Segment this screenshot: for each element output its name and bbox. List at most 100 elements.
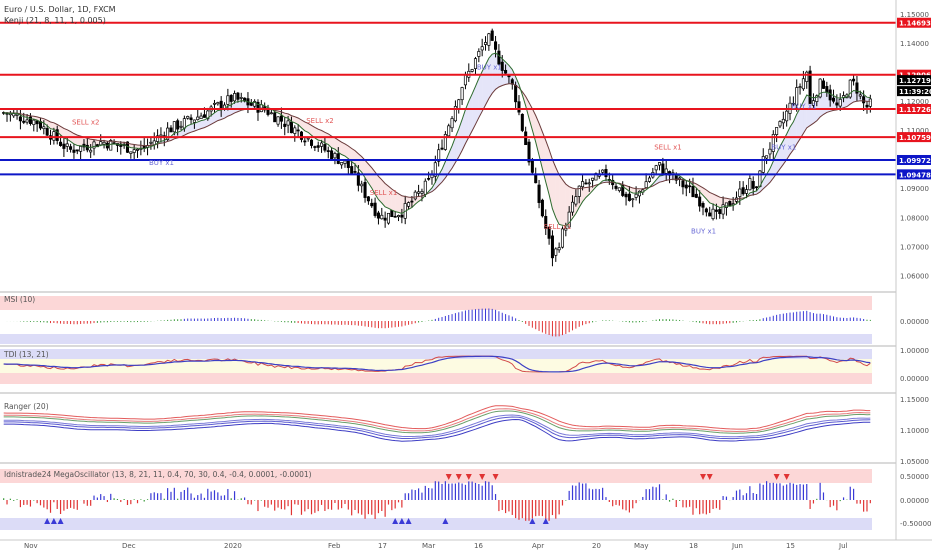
- cloud-segment: [361, 156, 366, 178]
- candle-body: [831, 97, 836, 102]
- symbol-title: Euro / U.S. Dollar, 1D, FXCM: [4, 5, 116, 14]
- candle-body: [363, 182, 367, 198]
- candle-body: [269, 112, 273, 115]
- candle-body: [664, 168, 668, 174]
- candle-body: [765, 155, 769, 159]
- price-pane[interactable]: SELL x2 SELL x2 SELL x1 SELL x1 SELL x1 BUY x…: [0, 0, 896, 292]
- candle-body: [453, 106, 457, 122]
- price-scale[interactable]: 1.150001.140001.130001.120001.110001.100…: [895, 0, 932, 540]
- cloud-segment: [843, 96, 847, 108]
- cloud-segment: [786, 127, 791, 160]
- moving-averages: [3, 52, 871, 227]
- candle-body: [584, 182, 588, 185]
- candle-body: [647, 177, 652, 182]
- candle-body: [781, 118, 785, 124]
- candle-body: [694, 193, 698, 198]
- candle-body: [253, 101, 257, 107]
- cloud-segment: [284, 113, 289, 119]
- candle-body: [868, 98, 872, 107]
- candle-body: [65, 143, 69, 147]
- ranger-band-line: [3, 410, 871, 434]
- candle-body: [192, 119, 196, 123]
- candle-body: [544, 216, 548, 229]
- mega-pane[interactable]: Idnistrade24 MegaOscillator (13, 8, 21, …: [0, 462, 932, 530]
- candle-body: [32, 119, 36, 125]
- cloud-segment: [134, 144, 138, 149]
- candle-body: [400, 214, 404, 218]
- candle-body: [587, 182, 591, 185]
- cloud-segment: [381, 179, 386, 207]
- cloud-segment: [43, 118, 48, 126]
- price-tick: 1.12000: [900, 98, 929, 106]
- cloud-segment: [820, 92, 824, 118]
- cloud-segment: [478, 71, 483, 118]
- candle-body: [771, 134, 775, 152]
- level-tag-label: 1.10759: [899, 134, 931, 142]
- time-label: 18: [689, 542, 698, 550]
- signal-label: BUY x1: [149, 159, 174, 167]
- horizontal-levels: [0, 21, 896, 176]
- candle-body: [186, 116, 190, 119]
- candle-body: [273, 112, 277, 123]
- candle-body: [55, 129, 59, 141]
- mega-sell-triangle: [773, 474, 780, 480]
- level-tag-bg: [897, 17, 931, 28]
- candle-body: [463, 74, 467, 86]
- candle-body: [360, 183, 364, 187]
- candle-body: [805, 71, 809, 82]
- tdi-signal-line: [3, 355, 871, 373]
- candle-body: [343, 160, 347, 164]
- cloud-segment: [221, 108, 225, 120]
- ranger-pane[interactable]: Ranger (20): [0, 392, 932, 442]
- candle-body: [256, 101, 260, 113]
- level-tag-label: 1.09478: [899, 171, 931, 179]
- candle-body: [751, 181, 755, 189]
- candle-body: [514, 84, 518, 103]
- candle-body: [714, 209, 718, 212]
- tdi-pane[interactable]: TDI (13, 21): [0, 345, 932, 384]
- cloud-segment: [545, 140, 550, 195]
- msi-histogram: [6, 308, 871, 337]
- ranger-bands: [3, 405, 871, 442]
- candle-body: [226, 95, 230, 105]
- price-tick: 1.09000: [900, 185, 929, 193]
- tdi-title: TDI (13, 21): [3, 350, 49, 359]
- candle-body: [383, 217, 387, 221]
- cloud-segment: [341, 142, 345, 156]
- candle-body: [92, 141, 96, 149]
- candle-body: [731, 203, 735, 206]
- cloud-segment: [485, 58, 489, 106]
- candle-body: [229, 94, 233, 102]
- candle-body: [156, 135, 160, 142]
- cloud-segment: [395, 191, 399, 213]
- candle-body: [500, 61, 504, 71]
- time-label: 20: [592, 542, 601, 550]
- candle-body: [862, 96, 866, 104]
- candle-body: [396, 215, 401, 218]
- cloud-segment: [191, 123, 195, 133]
- time-axis[interactable]: Nov Dec 2020 Feb 17 Mar 16 Apr 20 May 18 Jun 15 Jul: [0, 539, 932, 550]
- cloud-segment: [311, 125, 315, 139]
- candle-body: [768, 148, 772, 155]
- candle-body: [330, 150, 334, 160]
- mega-triangles: [44, 474, 790, 524]
- price-tick: 1.14000: [900, 40, 929, 48]
- candle-body: [855, 82, 859, 94]
- candle-body: [182, 118, 186, 129]
- candle-body: [718, 209, 722, 214]
- level-tag-label: 1.09972: [899, 157, 931, 165]
- candle-body: [527, 141, 531, 163]
- candle-body: [176, 120, 180, 130]
- candle-body: [621, 184, 625, 196]
- ranger-band-line: [3, 418, 871, 442]
- msi-lower-zone: [0, 334, 872, 344]
- candle-body: [785, 110, 789, 122]
- msi-pane[interactable]: MSI (10): [0, 291, 932, 344]
- candle-body: [778, 121, 782, 127]
- cloud-segment: [398, 193, 402, 214]
- mega-buy-triangle: [392, 518, 399, 524]
- mega-upper-zone: [0, 469, 872, 483]
- candle-body: [447, 125, 451, 137]
- cloud-segment: [298, 117, 302, 128]
